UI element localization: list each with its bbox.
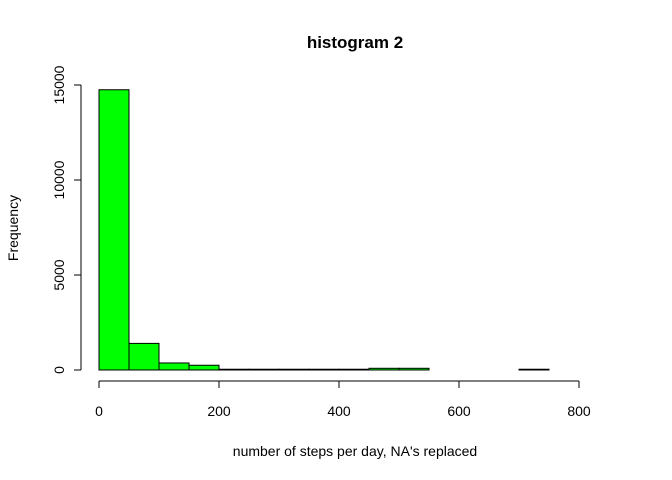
- x-axis-label: number of steps per day, NA's replaced: [233, 443, 477, 459]
- x-tick-label: 600: [447, 403, 471, 419]
- histogram-bar: [518, 368, 550, 371]
- histogram-bar: [98, 89, 130, 371]
- histogram-bar: [158, 362, 190, 371]
- x-tick-label: 400: [327, 403, 351, 419]
- histogram-bar: [368, 367, 400, 371]
- histogram-bar: [338, 368, 370, 371]
- y-tick-label: 0: [51, 366, 67, 374]
- y-tick-label: 10000: [51, 160, 67, 199]
- histogram-bar: [188, 364, 220, 371]
- x-axis-ticks: 0 200 400 600 800: [95, 381, 591, 419]
- bars-group: [98, 89, 550, 371]
- histogram-bar: [218, 368, 250, 371]
- histogram-bar: [248, 368, 280, 371]
- x-tick-label: 0: [95, 403, 103, 419]
- chart-title: histogram 2: [307, 33, 403, 52]
- y-tick-label: 15000: [51, 65, 67, 104]
- histogram-bar: [128, 342, 160, 371]
- histogram-bar: [308, 368, 340, 371]
- x-tick-label: 800: [567, 403, 591, 419]
- y-axis-label: Frequency: [5, 195, 21, 261]
- y-tick-label: 5000: [51, 259, 67, 290]
- histogram-bar: [278, 368, 310, 371]
- x-tick-label: 200: [207, 403, 231, 419]
- histogram-bar: [398, 367, 430, 371]
- y-axis-ticks: 0 5000 10000 15000: [51, 65, 81, 374]
